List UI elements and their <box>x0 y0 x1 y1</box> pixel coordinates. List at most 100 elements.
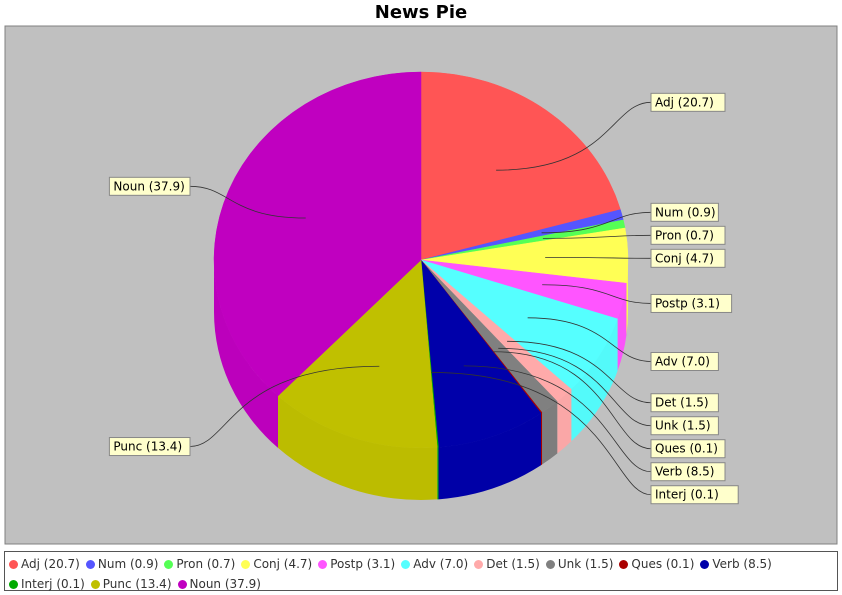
legend-item-conj: Conj (4.7) <box>241 554 312 574</box>
slice-label-postp: Postp (3.1) <box>650 293 733 313</box>
legend-item-noun: Noun (37.9) <box>177 574 261 594</box>
label-text: Interj (0.1) <box>655 488 719 502</box>
pie-slice-verb[interactable] <box>420 259 542 448</box>
slice-label-pron: Pron (0.7) <box>650 225 726 245</box>
slice-label-verb: Verb (8.5) <box>650 462 726 482</box>
legend-swatch <box>241 560 251 569</box>
label-text: Verb (8.5) <box>655 465 714 479</box>
leader-line <box>496 101 652 171</box>
leader-line <box>493 351 652 450</box>
slice-depth-conj <box>626 260 628 336</box>
legend-swatch <box>177 580 187 589</box>
slice-depth-punc <box>277 395 438 500</box>
legend-swatch <box>700 560 710 569</box>
leader-line <box>542 284 652 304</box>
legend-label: Ques (0.1) <box>631 557 695 571</box>
legend-item-det: Det (1.5) <box>474 554 540 574</box>
label-text: Conj (4.7) <box>655 251 714 265</box>
label-text: Adj (20.7) <box>655 95 714 109</box>
leader-line <box>507 340 652 404</box>
label-text: Postp (3.1) <box>655 296 720 310</box>
leader-line <box>527 317 652 362</box>
slice-depth-ques <box>540 412 543 466</box>
leader-line <box>189 365 380 447</box>
slice-depth-interj <box>437 447 439 500</box>
legend-swatch <box>619 560 629 569</box>
label-box <box>650 225 726 245</box>
slice-label-conj: Conj (4.7) <box>650 248 726 268</box>
legend-label: Postp (3.1) <box>330 557 396 571</box>
label-box <box>650 416 719 436</box>
legend-swatch <box>545 560 555 569</box>
label-text: Num (0.9) <box>655 205 716 219</box>
legend-label: Pron (0.7) <box>176 557 236 571</box>
slice-label-unk: Unk (1.5) <box>650 416 719 436</box>
legend-swatch <box>401 560 411 569</box>
legend-label: Noun (37.9) <box>189 577 261 591</box>
label-box <box>650 92 726 112</box>
label-box <box>650 202 719 222</box>
slice-depth-verb <box>438 413 541 500</box>
legend: Adj (20.7) Num (0.9) Pron (0.7) Conj (4.7) P… <box>4 551 838 591</box>
legend-label: Punc (13.4) <box>102 577 172 591</box>
legend-swatch <box>9 560 18 569</box>
label-text: Unk (1.5) <box>655 419 711 433</box>
slice-label-noun: Noun (37.9) <box>108 176 191 196</box>
chart-title: News Pie <box>374 2 468 23</box>
legend-swatch <box>318 560 328 569</box>
slice-label-adv: Adv (7.0) <box>650 352 719 372</box>
label-text: Adv (7.0) <box>655 355 710 369</box>
label-text: Ques (0.1) <box>655 442 718 456</box>
legend-label: Unk (1.5) <box>557 557 614 571</box>
legend-swatch <box>474 560 484 569</box>
label-box <box>108 437 191 457</box>
pie-chart: Adj (20.7) Num (0.9) Pron (0.7) Conj (4.7) P… <box>4 25 838 545</box>
legend-item-pron: Pron (0.7) <box>164 554 235 574</box>
slice-label-det: Det (1.5) <box>650 393 719 413</box>
slice-label-num: Num (0.9) <box>650 202 719 222</box>
pie-slice-noun[interactable] <box>213 71 422 397</box>
leader-line <box>542 234 652 239</box>
label-text: Det (1.5) <box>655 396 709 410</box>
label-box <box>108 176 191 196</box>
slice-label-interj: Interj (0.1) <box>650 485 739 505</box>
legend-item-ques: Ques (0.1) <box>619 554 694 574</box>
slice-depth-noun <box>214 260 278 448</box>
slice-depth-postp <box>617 283 627 371</box>
legend-item-punc: Punc (13.4) <box>90 574 172 594</box>
label-box <box>650 439 726 459</box>
label-box <box>650 485 739 505</box>
leader-line <box>498 347 652 427</box>
legend-label: Adv (7.0) <box>413 557 469 571</box>
pie-slice-punc[interactable] <box>277 259 438 449</box>
legend-label: Det (1.5) <box>486 557 540 571</box>
label-box <box>650 293 733 313</box>
label-box <box>650 462 726 482</box>
legend-label: Interj (0.1) <box>21 577 85 591</box>
leader-line <box>463 365 652 473</box>
label-box <box>650 248 726 268</box>
slice-label-ques: Ques (0.1) <box>650 439 726 459</box>
legend-item-num: Num (0.9) <box>85 554 159 574</box>
label-text: Noun (37.9) <box>113 179 184 193</box>
label-box <box>650 352 719 372</box>
legend-swatch <box>85 560 95 569</box>
legend-swatch <box>90 580 100 589</box>
label-box <box>650 393 719 413</box>
legend-swatch <box>164 560 174 569</box>
legend-label: Num (0.9) <box>97 557 159 571</box>
slice-depth-unk <box>542 401 558 465</box>
slice-label-adj: Adj (20.7) <box>650 92 726 112</box>
legend-item-adj: Adj (20.7) <box>9 554 80 574</box>
leader-line <box>431 372 652 496</box>
leader-line <box>545 256 652 259</box>
slice-label-punc: Punc (13.4) <box>108 437 191 457</box>
legend-label: Conj (4.7) <box>253 557 313 571</box>
legend-item-interj: Interj (0.1) <box>9 574 85 594</box>
legend-label: Adj (20.7) <box>21 557 80 571</box>
legend-item-postp: Postp (3.1) <box>318 554 395 574</box>
pie-slice-adj[interactable] <box>420 71 621 261</box>
label-text: Pron (0.7) <box>655 228 714 242</box>
legend-label: Verb (8.5) <box>712 557 772 571</box>
legend-swatch <box>9 580 18 589</box>
